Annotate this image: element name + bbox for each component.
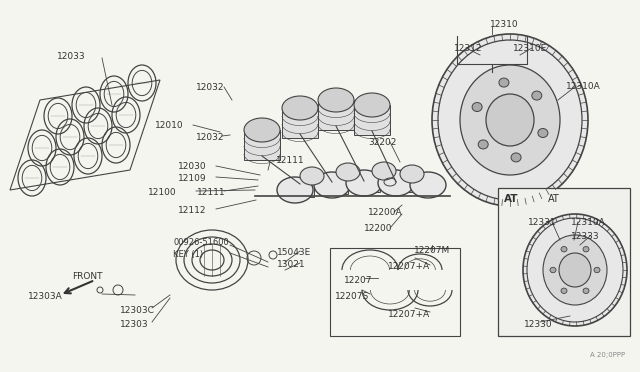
Ellipse shape	[550, 267, 556, 273]
Text: 12310A: 12310A	[566, 82, 601, 91]
Polygon shape	[362, 178, 380, 192]
Text: 12207M: 12207M	[414, 246, 451, 255]
Ellipse shape	[523, 214, 627, 326]
Text: 12109: 12109	[178, 174, 207, 183]
Ellipse shape	[543, 235, 607, 305]
Polygon shape	[330, 180, 348, 194]
Ellipse shape	[561, 247, 567, 252]
Bar	[330, 248, 460, 336]
Ellipse shape	[532, 91, 542, 100]
Polygon shape	[394, 178, 412, 192]
Ellipse shape	[400, 165, 424, 183]
Ellipse shape	[460, 65, 560, 175]
Text: KEY (1): KEY (1)	[173, 250, 203, 259]
Ellipse shape	[472, 103, 482, 112]
Text: 12312: 12312	[454, 44, 483, 53]
Ellipse shape	[432, 34, 588, 206]
Ellipse shape	[314, 172, 350, 198]
Ellipse shape	[538, 128, 548, 138]
Text: 12207: 12207	[344, 276, 372, 285]
Ellipse shape	[346, 170, 382, 196]
Text: A 20;0PPP: A 20;0PPP	[590, 352, 625, 358]
Ellipse shape	[511, 153, 521, 162]
Text: 12310A: 12310A	[571, 218, 605, 227]
Text: AT: AT	[504, 194, 518, 204]
Bar	[282, 108, 318, 138]
Text: 12010: 12010	[155, 121, 184, 130]
Text: 32202: 32202	[368, 138, 396, 147]
Polygon shape	[296, 183, 314, 197]
Ellipse shape	[583, 288, 589, 294]
Ellipse shape	[282, 96, 318, 120]
Ellipse shape	[559, 253, 591, 287]
Text: 12330: 12330	[524, 320, 552, 329]
Text: 12033: 12033	[57, 52, 86, 61]
Text: 12207+A: 12207+A	[388, 310, 430, 319]
Text: 12207+A: 12207+A	[388, 262, 430, 271]
Text: 00926-51600: 00926-51600	[173, 238, 228, 247]
Bar	[354, 105, 390, 135]
Text: FRONT: FRONT	[72, 272, 102, 281]
Ellipse shape	[244, 118, 280, 142]
Ellipse shape	[378, 170, 414, 196]
Bar	[244, 130, 280, 160]
Text: 12333: 12333	[571, 232, 600, 241]
Text: 12303: 12303	[120, 320, 148, 329]
Ellipse shape	[336, 163, 360, 181]
Text: 12303C: 12303C	[120, 306, 155, 315]
Text: 12331: 12331	[528, 218, 557, 227]
Text: 12310: 12310	[490, 20, 518, 29]
Ellipse shape	[499, 78, 509, 87]
Ellipse shape	[486, 94, 534, 146]
Ellipse shape	[594, 267, 600, 273]
Ellipse shape	[410, 172, 446, 198]
Text: 12032: 12032	[196, 133, 225, 142]
Ellipse shape	[583, 247, 589, 252]
Text: 12030: 12030	[178, 162, 207, 171]
Ellipse shape	[372, 162, 396, 180]
Text: 12111: 12111	[197, 188, 226, 197]
Text: 12310E: 12310E	[513, 44, 547, 53]
Text: 12303A: 12303A	[28, 292, 63, 301]
Text: 12200A: 12200A	[368, 208, 403, 217]
Text: 12200: 12200	[364, 224, 392, 233]
Ellipse shape	[300, 167, 324, 185]
Ellipse shape	[318, 88, 354, 112]
Text: 12112: 12112	[178, 206, 207, 215]
Ellipse shape	[354, 93, 390, 117]
Ellipse shape	[561, 288, 567, 294]
Text: 12111: 12111	[276, 156, 305, 165]
Ellipse shape	[478, 140, 488, 149]
Text: 13021: 13021	[277, 260, 306, 269]
Text: AT: AT	[548, 194, 560, 204]
Bar	[318, 100, 354, 130]
Text: 12032: 12032	[196, 83, 225, 92]
Text: 15043E: 15043E	[277, 248, 311, 257]
Text: 12207S: 12207S	[335, 292, 369, 301]
Bar	[498, 188, 630, 336]
Ellipse shape	[277, 177, 313, 203]
Text: 12100: 12100	[148, 188, 177, 197]
